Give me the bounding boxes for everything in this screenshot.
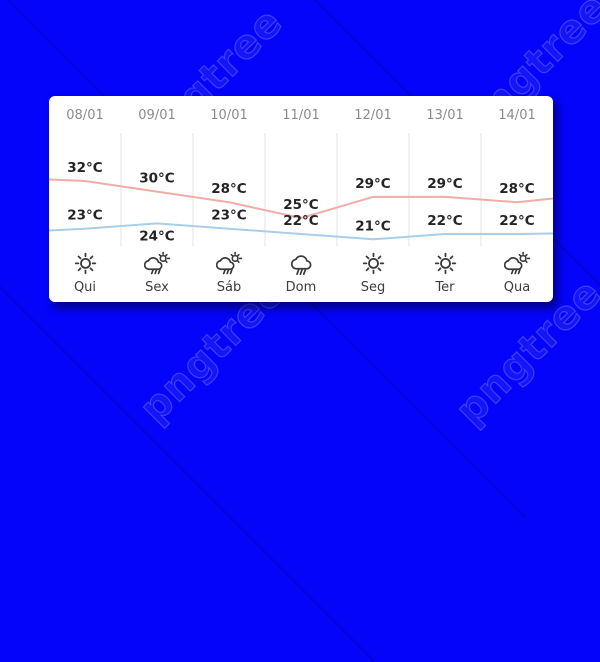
date-label: 14/01 [498,108,536,123]
date-label: 13/01 [426,108,464,123]
day-forecast-column: Qui [49,247,121,302]
rain-sun-icon [215,251,242,275]
weekday-label: Seg [360,280,386,295]
day-forecast-column: Ter [409,247,481,302]
date-label: 11/01 [282,108,320,123]
high-temp-label: 30°C [139,171,175,187]
weather-forecast-card: 08/01 09/01 10/01 11/01 12/01 13/01 14/01 32°C… [49,96,553,302]
low-temp-label: 23°C [211,208,247,224]
sun-icon [362,252,384,275]
day-forecast-column: Seg [337,247,409,302]
weekday-label: Dom [285,280,317,295]
low-temp-line [49,222,553,241]
high-temp-label: 28°C [499,181,535,197]
high-temp-label: 28°C [211,181,247,197]
rain-sun-icon [503,251,530,275]
weekday-label: Sáb [216,280,242,295]
low-temp-label: 24°C [139,228,175,244]
weekday-label: Sex [145,280,169,295]
low-temp-label: 22°C [283,213,319,229]
rain-icon [290,255,311,276]
day-forecast-column: Dom [265,247,337,302]
high-temp-line [49,178,553,220]
high-temp-label: 25°C [283,197,319,213]
low-temp-label: 22°C [499,213,535,229]
sun-icon [74,252,96,275]
date-label: 10/01 [210,108,248,123]
weekday-label: Qua [503,280,531,295]
sun-icon [434,252,456,275]
high-temp-label: 32°C [67,160,103,176]
date-label: 12/01 [354,108,392,123]
date-label: 09/01 [138,108,176,123]
high-temp-label: 29°C [355,176,391,192]
temperature-chart: 32°C23°C30°C24°C28°C23°C25°C22°C29°C21°C… [49,133,553,246]
dates-row: 08/01 09/01 10/01 11/01 12/01 13/01 14/01 [49,96,553,135]
icons-row: Qui Sex Sáb Dom Seg Ter Qua [49,247,553,302]
day-forecast-column: Sáb [193,247,265,302]
weekday-label: Ter [435,280,455,295]
low-temp-label: 23°C [67,208,103,224]
day-forecast-column: Qua [481,247,553,302]
low-temp-label: 22°C [427,213,463,229]
day-forecast-column: Sex [121,247,193,302]
rain-sun-icon [143,251,170,275]
high-temp-label: 29°C [427,176,463,192]
low-temp-label: 21°C [355,218,391,234]
weekday-label: Qui [73,280,97,295]
date-label: 08/01 [66,108,104,123]
